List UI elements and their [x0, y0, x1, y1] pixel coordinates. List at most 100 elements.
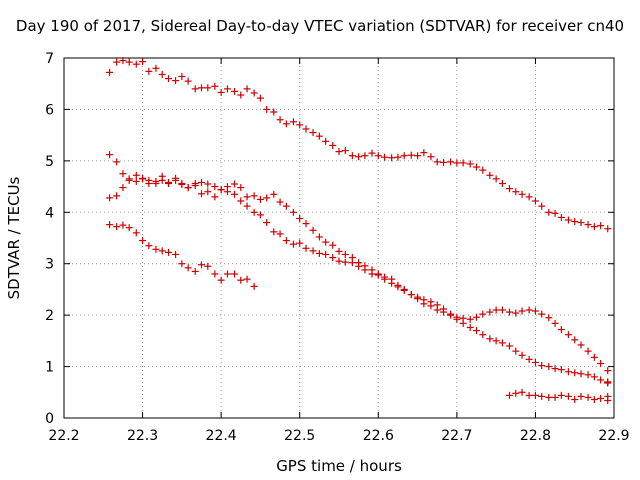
- data-point: [113, 58, 121, 66]
- data-point: [296, 121, 304, 129]
- data-point: [282, 120, 290, 128]
- x-tick-label: 22.5: [284, 428, 315, 444]
- data-point: [125, 176, 133, 184]
- data-point: [407, 291, 415, 299]
- data-point: [525, 193, 533, 201]
- data-point: [243, 275, 251, 283]
- data-point: [106, 221, 114, 229]
- data-point: [322, 137, 330, 145]
- data-point: [440, 308, 447, 316]
- data-point: [447, 311, 455, 319]
- data-point: [119, 184, 127, 192]
- data-point: [223, 270, 231, 278]
- data-point: [538, 202, 546, 210]
- data-point: [282, 237, 290, 245]
- data-point: [551, 393, 559, 401]
- data-point: [355, 153, 363, 161]
- axis-ticks: [63, 57, 615, 419]
- data-point: [388, 279, 396, 287]
- data-point: [322, 250, 330, 258]
- data-point: [270, 108, 278, 116]
- data-point: [381, 153, 389, 161]
- data-point: [525, 355, 533, 363]
- y-tick-label: 2: [45, 308, 54, 324]
- data-point: [231, 270, 238, 278]
- data-point: [204, 262, 212, 270]
- data-point: [590, 223, 598, 231]
- x-tick-label: 22.9: [598, 428, 629, 444]
- data-point: [479, 166, 487, 174]
- data-point: [466, 323, 474, 331]
- data-point: [125, 224, 133, 232]
- data-point: [322, 238, 330, 246]
- data-point: [420, 300, 428, 308]
- x-tick-labels: 22.2 22.3 22.4 22.5 22.6 22.7 22.8 22.9: [48, 428, 629, 444]
- data-point: [388, 154, 396, 162]
- data-point: [512, 347, 520, 355]
- data-point: [525, 391, 533, 399]
- data-point: [590, 395, 598, 403]
- data-point: [302, 125, 310, 133]
- data-point: [270, 228, 278, 236]
- data-point: [211, 183, 219, 191]
- data-point: [584, 347, 592, 355]
- data-point: [145, 67, 153, 75]
- data-point: [486, 171, 494, 179]
- data-point: [571, 218, 579, 226]
- data-point: [584, 221, 592, 229]
- data-point: [282, 202, 290, 210]
- data-point: [145, 242, 153, 250]
- data-point: [250, 282, 258, 290]
- data-point: [486, 308, 494, 316]
- data-point: [473, 163, 480, 171]
- data-point: [191, 267, 199, 275]
- data-point: [211, 193, 219, 201]
- data-point: [453, 159, 461, 167]
- data-point: [492, 175, 500, 183]
- data-point: [165, 179, 172, 187]
- data-point: [184, 77, 192, 85]
- data-point: [132, 60, 140, 68]
- data-point: [231, 190, 238, 198]
- data-point: [302, 244, 310, 252]
- data-point: [237, 197, 245, 205]
- data-point: [152, 245, 160, 253]
- data-point: [348, 152, 356, 160]
- y-tick-label: 5: [45, 154, 54, 170]
- data-point: [584, 371, 592, 379]
- data-point: [459, 319, 467, 327]
- data-point: [577, 392, 585, 400]
- data-point: [296, 239, 304, 247]
- data-point: [512, 188, 520, 196]
- data-point: [506, 308, 513, 316]
- data-point: [296, 214, 304, 222]
- data-point: [545, 393, 553, 401]
- data-point: [368, 266, 376, 274]
- data-point: [453, 315, 461, 323]
- data-point: [584, 393, 592, 401]
- data-point: [256, 195, 264, 203]
- data-point: [361, 262, 369, 270]
- data-point: [512, 389, 520, 397]
- data-point: [538, 310, 546, 318]
- y-tick-label: 7: [45, 51, 54, 67]
- data-point: [531, 197, 539, 205]
- data-point: [571, 395, 579, 403]
- data-point: [492, 306, 500, 314]
- data-point: [204, 84, 212, 92]
- data-point: [184, 184, 192, 192]
- data-point: [335, 148, 343, 156]
- data-point: [250, 192, 258, 200]
- data-point: [256, 211, 264, 219]
- x-tick-label: 22.3: [127, 428, 158, 444]
- data-point: [577, 219, 585, 227]
- data-point: [374, 270, 382, 278]
- data-point: [341, 258, 349, 266]
- data-point: [106, 68, 114, 76]
- data-point: [564, 216, 572, 224]
- data-point: [394, 153, 402, 161]
- data-point: [531, 391, 539, 399]
- data-point: [243, 193, 251, 201]
- data-point: [440, 158, 447, 166]
- plot-frame: [63, 57, 615, 419]
